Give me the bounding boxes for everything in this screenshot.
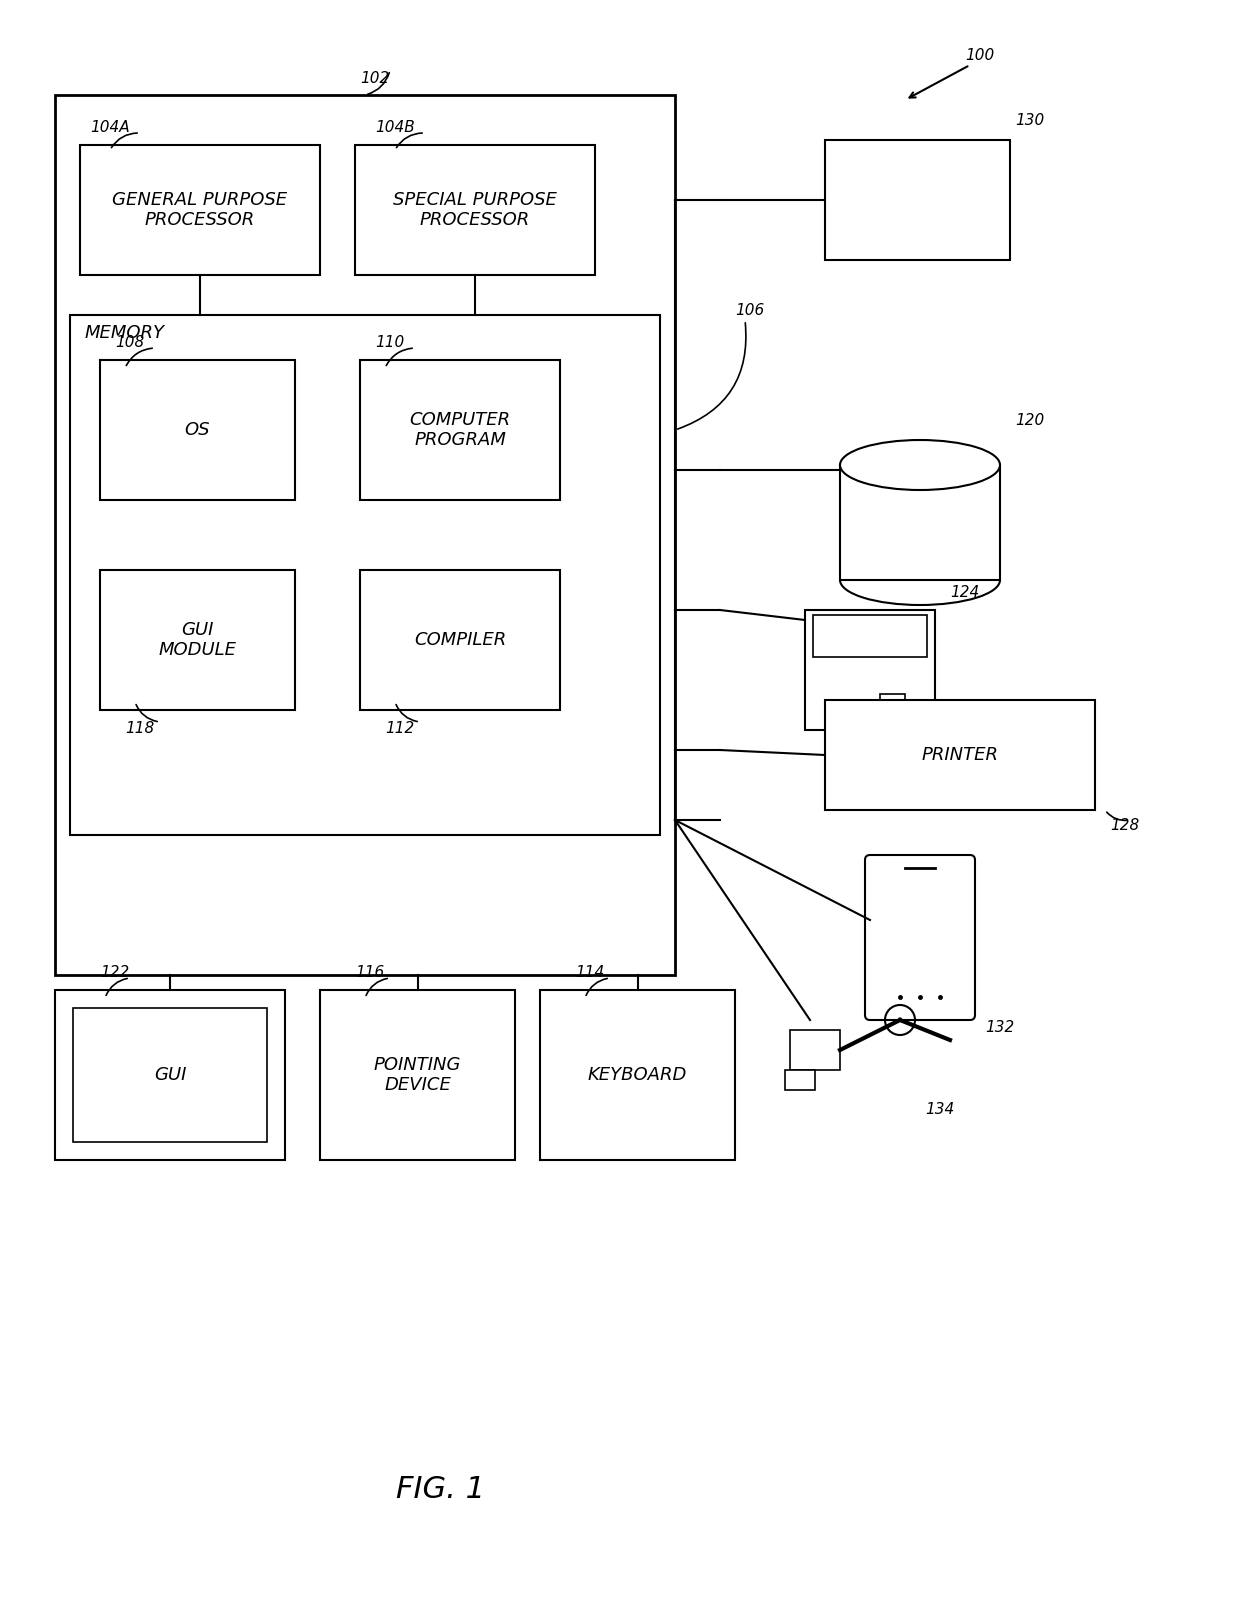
Text: COMPUTER
PROGRAM: COMPUTER PROGRAM bbox=[409, 410, 511, 449]
FancyBboxPatch shape bbox=[100, 360, 295, 500]
Ellipse shape bbox=[839, 439, 999, 491]
Text: MEMORY: MEMORY bbox=[86, 323, 165, 343]
Text: PRINTER: PRINTER bbox=[921, 747, 998, 764]
Text: 106: 106 bbox=[735, 302, 765, 317]
Text: 130: 130 bbox=[1016, 113, 1044, 127]
FancyBboxPatch shape bbox=[539, 990, 735, 1160]
FancyBboxPatch shape bbox=[825, 700, 1095, 809]
Text: 132: 132 bbox=[986, 1020, 1014, 1035]
Text: OS: OS bbox=[185, 422, 211, 439]
FancyBboxPatch shape bbox=[360, 570, 560, 710]
Text: COMPILER: COMPILER bbox=[414, 631, 506, 648]
FancyBboxPatch shape bbox=[878, 875, 962, 980]
FancyBboxPatch shape bbox=[790, 1030, 839, 1070]
FancyBboxPatch shape bbox=[813, 615, 928, 656]
Text: 124: 124 bbox=[950, 584, 980, 600]
Text: 118: 118 bbox=[125, 721, 155, 735]
Text: 104B: 104B bbox=[376, 119, 415, 135]
FancyBboxPatch shape bbox=[355, 145, 595, 275]
Text: 100: 100 bbox=[966, 48, 994, 63]
Text: 102: 102 bbox=[361, 71, 389, 85]
Text: GENERAL PURPOSE
PROCESSOR: GENERAL PURPOSE PROCESSOR bbox=[113, 190, 288, 230]
Text: 112: 112 bbox=[386, 721, 414, 735]
FancyBboxPatch shape bbox=[360, 360, 560, 500]
Text: 110: 110 bbox=[376, 335, 404, 349]
Text: 108: 108 bbox=[115, 335, 145, 349]
Text: 134: 134 bbox=[925, 1102, 955, 1118]
Text: 114: 114 bbox=[575, 964, 605, 980]
Text: KEYBOARD: KEYBOARD bbox=[588, 1067, 687, 1084]
FancyBboxPatch shape bbox=[805, 610, 935, 730]
FancyBboxPatch shape bbox=[880, 693, 905, 716]
Text: POINTING
DEVICE: POINTING DEVICE bbox=[373, 1056, 461, 1094]
Text: GUI
MODULE: GUI MODULE bbox=[159, 621, 237, 660]
FancyBboxPatch shape bbox=[55, 95, 675, 975]
Text: 104A: 104A bbox=[91, 119, 130, 135]
FancyBboxPatch shape bbox=[825, 140, 1011, 261]
Text: 116: 116 bbox=[356, 964, 384, 980]
Text: SPECIAL PURPOSE
PROCESSOR: SPECIAL PURPOSE PROCESSOR bbox=[393, 190, 557, 230]
Text: 128: 128 bbox=[1110, 817, 1140, 832]
FancyBboxPatch shape bbox=[55, 990, 285, 1160]
FancyBboxPatch shape bbox=[785, 1070, 815, 1089]
FancyBboxPatch shape bbox=[100, 570, 295, 710]
FancyBboxPatch shape bbox=[866, 854, 975, 1020]
FancyBboxPatch shape bbox=[73, 1007, 267, 1142]
Text: 120: 120 bbox=[1016, 412, 1044, 428]
Text: GUI: GUI bbox=[154, 1067, 186, 1084]
Text: 122: 122 bbox=[100, 964, 130, 980]
Text: FIG. 1: FIG. 1 bbox=[396, 1475, 485, 1504]
FancyBboxPatch shape bbox=[320, 990, 515, 1160]
FancyBboxPatch shape bbox=[81, 145, 320, 275]
FancyBboxPatch shape bbox=[839, 465, 999, 579]
FancyBboxPatch shape bbox=[69, 315, 660, 835]
